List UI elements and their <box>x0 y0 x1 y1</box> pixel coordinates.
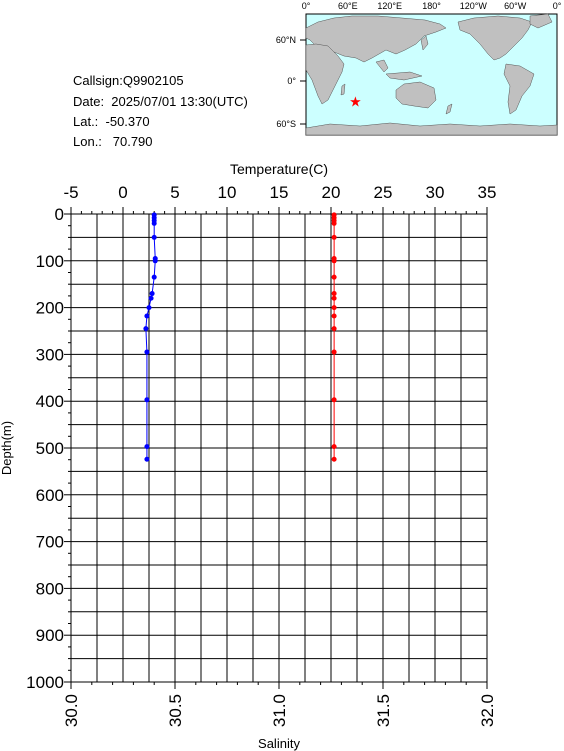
data-point <box>146 305 152 311</box>
depth-tick-label: 200 <box>36 299 64 318</box>
data-point <box>331 313 337 319</box>
data-point <box>331 444 337 450</box>
data-point <box>331 291 337 297</box>
data-point <box>331 456 337 462</box>
land-madagascar <box>340 83 346 96</box>
data-point <box>331 326 337 332</box>
depth-tick-label: 700 <box>36 533 64 552</box>
land-greenland <box>529 13 553 29</box>
data-point <box>331 274 337 280</box>
map-longitude-label: 0° <box>302 1 311 11</box>
longitude-label: Lon.: 70.790 <box>73 134 153 149</box>
profile-series-1 <box>143 212 158 462</box>
salinity-tick-label: 31.0 <box>270 694 289 727</box>
date-label: Date: 2025/07/01 13:30(UTC) <box>73 94 248 109</box>
temperature-tick-label: 20 <box>322 183 341 202</box>
grid-lines <box>70 213 488 683</box>
data-point <box>144 313 150 319</box>
data-point <box>151 234 157 240</box>
depth-tick-label: 400 <box>36 392 64 411</box>
depth-tick-label: 300 <box>36 345 64 364</box>
map-land <box>305 13 558 136</box>
depth-tick-label: 800 <box>36 579 64 598</box>
salinity-tick-label: 32.0 <box>478 694 497 727</box>
map-longitude-label: 0° <box>553 1 562 11</box>
map-longitude-label: 60°W <box>504 1 527 11</box>
map-latitude-label: 60°S <box>276 119 296 129</box>
profile-series-2 <box>331 212 337 462</box>
data-point <box>151 220 157 226</box>
land-australia <box>395 81 437 109</box>
salinity-axis-title: Salinity <box>258 736 300 751</box>
series-line <box>145 214 156 460</box>
depth-axis-title: Depth(m) <box>0 421 14 475</box>
world-map <box>305 13 558 136</box>
land-africa <box>305 43 345 105</box>
data-point <box>331 349 337 355</box>
temperature-tick-label: 30 <box>426 183 445 202</box>
map-latitude-label: 60°N <box>276 35 296 45</box>
depth-tick-label: 900 <box>36 626 64 645</box>
temperature-tick-label: 15 <box>270 183 289 202</box>
data-point <box>151 274 157 280</box>
data-point <box>152 258 158 264</box>
data-point <box>144 444 150 450</box>
temperature-tick-label: 25 <box>374 183 393 202</box>
data-point <box>331 397 337 403</box>
depth-tick-label: 1000 <box>26 673 64 692</box>
temperature-tick-label: 10 <box>218 183 237 202</box>
land-japan <box>420 35 429 51</box>
callsign-label: Callsign:Q9902105 <box>73 73 184 88</box>
data-point <box>331 305 337 311</box>
map-longitude-label: 180° <box>422 1 441 11</box>
depth-tick-label: 100 <box>36 252 64 271</box>
station-marker-icon: ★ <box>349 93 362 109</box>
temperature-axis-title: Temperature(C) <box>230 161 328 177</box>
map-longitude-label: 120°W <box>460 1 488 11</box>
salinity-tick-label: 30.0 <box>62 694 81 727</box>
map-longitude-label: 120°E <box>377 1 402 11</box>
salinity-tick-label: 31.5 <box>374 694 393 727</box>
data-point <box>331 295 337 301</box>
temperature-tick-label: 0 <box>118 183 127 202</box>
land-se-asia <box>375 59 389 73</box>
data-point <box>144 397 150 403</box>
axis-ticks <box>64 207 488 689</box>
map-longitude-label: 60°E <box>338 1 358 11</box>
data-point <box>331 258 337 264</box>
land-south-america <box>503 63 535 115</box>
data-point <box>331 220 337 226</box>
temperature-tick-label: 5 <box>170 183 179 202</box>
data-point <box>148 295 154 301</box>
temperature-tick-label: -5 <box>63 183 78 202</box>
land-north-america <box>457 15 533 61</box>
land-antarctica <box>305 122 558 136</box>
depth-tick-label: 600 <box>36 486 64 505</box>
data-point <box>331 234 337 240</box>
depth-tick-label: 0 <box>55 205 64 224</box>
salinity-tick-label: 30.5 <box>166 694 185 727</box>
latitude-label: Lat.: -50.370 <box>73 114 150 129</box>
data-point <box>149 291 155 297</box>
data-point <box>144 349 150 355</box>
data-point <box>144 456 150 462</box>
land-new-zealand <box>445 103 453 115</box>
map-latitude-label: 0° <box>287 76 296 86</box>
land-indonesia <box>385 71 423 81</box>
depth-tick-label: 500 <box>36 439 64 458</box>
temperature-tick-label: 35 <box>478 183 497 202</box>
data-point <box>143 326 149 332</box>
